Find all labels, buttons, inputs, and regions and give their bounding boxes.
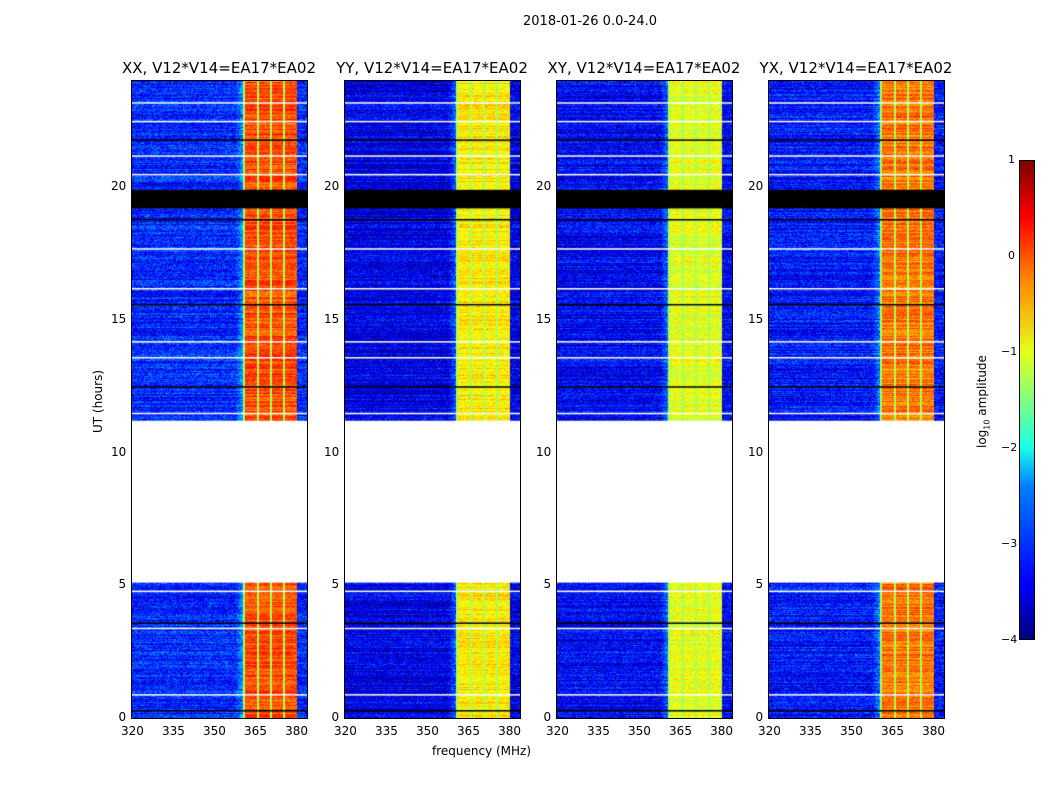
x-tick-label: 320 xyxy=(546,724,569,738)
x-tick-label: 320 xyxy=(758,724,781,738)
x-axis-label: frequency (MHz) xyxy=(432,744,532,758)
colorbar-tick-label: −4 xyxy=(1001,633,1018,646)
waterfall-panel xyxy=(344,80,521,719)
waterfall-panel xyxy=(556,80,733,719)
y-tick-label: 15 xyxy=(536,311,552,326)
x-tick-label: 380 xyxy=(285,724,308,738)
x-tick-label: 350 xyxy=(416,724,439,738)
colorbar-tick-label: −2 xyxy=(1001,441,1018,454)
y-tick-label: 0 xyxy=(543,710,552,724)
x-tick-label: 335 xyxy=(375,724,398,738)
x-tick-label: 350 xyxy=(628,724,651,738)
y-tick-label: 20 xyxy=(324,179,340,194)
y-tick-label: 5 xyxy=(543,577,552,592)
colorbar-tick-label: 0 xyxy=(1008,249,1015,262)
x-tick-label: 350 xyxy=(203,724,226,738)
panel-title: XY, V12*V14=EA17*EA02 xyxy=(547,59,741,77)
panel-title: YY, V12*V14=EA17*EA02 xyxy=(336,59,528,77)
y-tick-label: 15 xyxy=(748,311,764,326)
y-tick-label: 5 xyxy=(331,577,340,592)
x-tick-label: 350 xyxy=(840,724,863,738)
panel-title: YX, V12*V14=EA17*EA02 xyxy=(759,59,953,77)
y-tick-label: 15 xyxy=(324,311,340,326)
waterfall-panel xyxy=(768,80,945,719)
heatmap-image xyxy=(132,81,307,718)
y-tick-label: 10 xyxy=(111,444,127,459)
y-tick-label: 10 xyxy=(324,444,340,459)
x-tick-label: 335 xyxy=(799,724,822,738)
x-tick-label: 365 xyxy=(244,724,267,738)
x-tick-label: 320 xyxy=(334,724,357,738)
heatmap-image xyxy=(769,81,944,718)
colorbar-tick-label: −1 xyxy=(1001,345,1018,358)
y-tick-label: 10 xyxy=(748,444,764,459)
figure-title: 2018-01-26 0.0-24.0 xyxy=(523,14,657,29)
y-tick-label: 5 xyxy=(118,577,127,592)
y-axis-label: UT (hours) xyxy=(91,369,105,433)
x-tick-label: 380 xyxy=(710,724,733,738)
waterfall-panel xyxy=(131,80,308,719)
colorbar-label: log10 amplitude xyxy=(975,355,992,448)
panel-title: XX, V12*V14=EA17*EA02 xyxy=(121,59,316,77)
y-tick-label: 20 xyxy=(111,179,127,194)
x-tick-label: 335 xyxy=(587,724,610,738)
heatmap-image xyxy=(557,81,732,718)
heatmap-image xyxy=(345,81,520,718)
y-tick-label: 20 xyxy=(536,179,552,194)
x-tick-label: 365 xyxy=(881,724,904,738)
y-tick-label: 0 xyxy=(755,710,764,724)
x-tick-label: 365 xyxy=(669,724,692,738)
y-tick-label: 0 xyxy=(331,710,340,724)
y-tick-label: 10 xyxy=(536,444,552,459)
colorbar xyxy=(1019,160,1035,640)
x-tick-label: 320 xyxy=(121,724,144,738)
colorbar-tick-label: 1 xyxy=(1008,153,1015,166)
y-tick-label: 0 xyxy=(118,710,127,724)
y-tick-label: 15 xyxy=(111,311,127,326)
y-tick-label: 20 xyxy=(748,179,764,194)
x-tick-label: 335 xyxy=(162,724,185,738)
x-tick-label: 380 xyxy=(498,724,521,738)
x-tick-label: 365 xyxy=(457,724,480,738)
colorbar-tick-label: −3 xyxy=(1001,537,1018,550)
x-tick-label: 380 xyxy=(922,724,945,738)
y-tick-label: 5 xyxy=(755,577,764,592)
